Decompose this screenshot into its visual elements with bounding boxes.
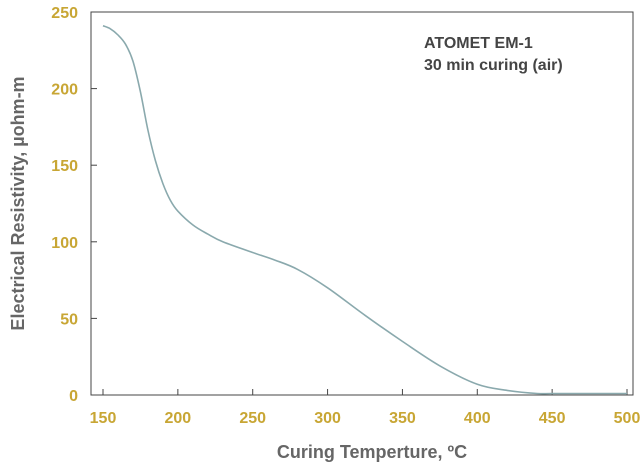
y-tick-label: 200 [51,82,78,99]
y-tick-label: 50 [60,311,78,328]
y-tick-label: 250 [51,5,78,22]
x-tick-label: 450 [539,410,566,427]
x-axis-title: Curing Temperture, ºC [277,442,467,462]
x-tick-label: 150 [90,410,117,427]
y-tick-label: 0 [69,388,78,405]
annotation-line-2: 30 min curing (air) [424,57,563,74]
y-tick-label: 100 [51,235,78,252]
x-tick-label: 350 [389,410,416,427]
y-tick-label: 150 [51,158,78,175]
x-tick-label: 300 [314,410,341,427]
x-tick-label: 250 [239,410,266,427]
x-axis: 150 200 250 300 350 400 450 500 [90,389,641,427]
x-tick-label: 400 [464,410,491,427]
resistivity-curve [102,25,627,395]
annotation-line-1: ATOMET EM-1 [424,35,533,52]
x-tick-label: 200 [165,410,192,427]
plot-frame [90,11,634,396]
y-axis: 0 50 100 150 200 250 [51,5,97,405]
x-tick-label: 500 [614,410,641,427]
y-axis-title: Electrical Resistivity, µohm-m [8,76,28,330]
